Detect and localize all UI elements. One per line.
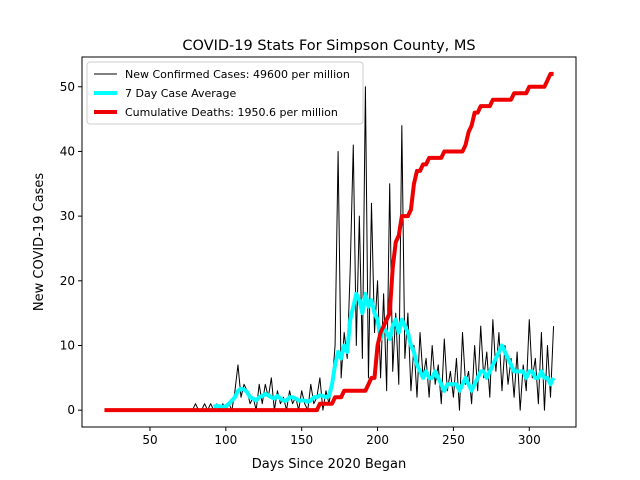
x-tick-label: 150 [290, 433, 313, 447]
plot-frame [81, 56, 577, 428]
x-tick-label: 300 [518, 433, 541, 447]
legend-box [86, 61, 364, 125]
x-tick-label: 100 [214, 433, 237, 447]
series-line [104, 71, 554, 413]
y-tick-label: 0 [67, 403, 75, 417]
y-tick-label: 20 [60, 274, 75, 288]
y-tick-label: 10 [60, 338, 75, 352]
y-tick-label: 30 [60, 209, 75, 223]
legend-label: 7 Day Case Average [125, 87, 237, 100]
x-tick-label: 200 [366, 433, 389, 447]
chart-title: COVID-19 Stats For Simpson County, MS [182, 38, 475, 54]
legend: New Confirmed Cases: 49600 per million 7 … [86, 61, 364, 125]
y-axis-label: New COVID-19 Cases [32, 173, 47, 311]
legend-label: Cumulative Deaths: 1950.6 per million [125, 106, 338, 119]
legend-label: New Confirmed Cases: 49600 per million [125, 68, 350, 81]
x-tick-label: 50 [142, 433, 157, 447]
x-tick-label: 250 [442, 433, 465, 447]
x-axis-label: Days Since 2020 Began [252, 457, 407, 472]
y-tick-label: 50 [60, 80, 75, 94]
y-tick-label: 40 [60, 144, 75, 158]
